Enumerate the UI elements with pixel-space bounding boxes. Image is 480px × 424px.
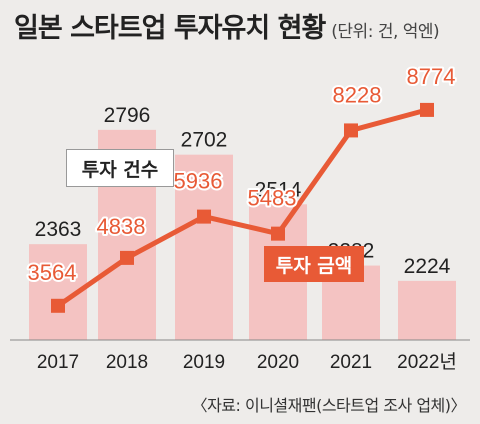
chart-title: 일본 스타트업 투자유치 현황 [14, 13, 326, 44]
amount-point-2018 [120, 250, 134, 265]
bar-2019 [175, 154, 233, 340]
bar-value-label: 2514 [255, 178, 302, 201]
amount-value-label: 5936 [174, 169, 223, 194]
legend-amount-label: 투자 금액 [264, 246, 364, 282]
amount-value-label: 5483 [248, 186, 297, 211]
x-tick-label: 2021 [330, 352, 372, 373]
x-tick-label: 2019 [183, 352, 225, 373]
x-axis: 2017 2018 2019 2020 2021 2022년 [10, 339, 470, 373]
unit-note: (단위: 건, 억엔) [331, 22, 440, 42]
x-tick-label: 2018 [106, 352, 148, 373]
bar-value-label: 2702 [181, 129, 228, 152]
amount-value-label: 4838 [97, 214, 146, 239]
line-layer [51, 102, 434, 313]
amount-line [56, 107, 428, 308]
x-tick-label: 2022년 [397, 351, 457, 373]
bar-2022년 [398, 280, 456, 340]
amount-value-label: 8228 [333, 82, 382, 107]
point-labels-layer: 3564 4838 5936 5483 8228 8774 [26, 62, 458, 287]
bar-value-label: 2363 [35, 218, 82, 241]
bar-labels-layer: 236327962702251422822224 [35, 104, 451, 278]
amount-point-2022년 [420, 102, 434, 117]
amount-point-2017 [51, 298, 65, 313]
source-note: 〈자료: 이니셜재팬(스타트업 조사 업체)〉 [191, 396, 467, 415]
bar-value-label: 2224 [404, 255, 451, 278]
chart-header: 일본 스타트업 투자유치 현황 (단위: 건, 억엔) [14, 6, 440, 45]
amount-value-label: 3564 [28, 260, 77, 285]
x-tick-label: 2020 [257, 352, 299, 373]
legend-count-label: 투자 건수 [66, 149, 174, 187]
amount-point-2020 [271, 226, 285, 241]
amount-point-2019 [197, 209, 211, 224]
amount-value-label: 8774 [407, 64, 456, 89]
amount-point-2021 [344, 123, 358, 138]
bar-value-label: 2796 [104, 104, 151, 127]
x-tick-label: 2017 [37, 352, 79, 373]
